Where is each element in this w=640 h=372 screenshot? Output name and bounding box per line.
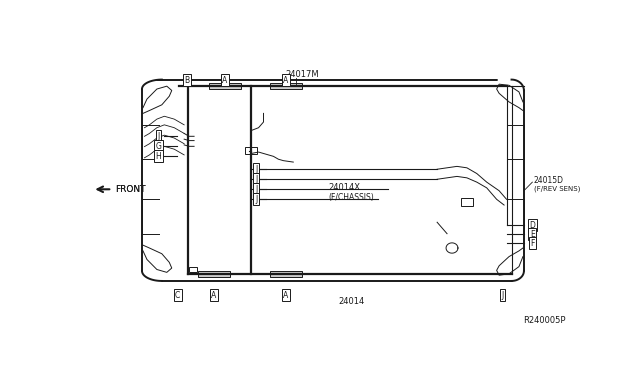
Text: (F/CHASSIS): (F/CHASSIS) [328,193,374,202]
Text: A: A [284,76,289,85]
Text: J: J [255,175,257,184]
Bar [461,198,473,206]
Text: H: H [156,152,161,161]
Text: G: G [156,142,161,151]
Bar [269,271,302,277]
Text: J: J [255,165,257,174]
Bar [209,83,241,89]
Text: C: C [175,291,180,300]
Text: 24014: 24014 [338,296,364,305]
Text: D: D [529,221,535,230]
Text: J: J [502,291,504,300]
Text: A: A [211,291,216,300]
Bar [189,267,197,272]
Text: A: A [222,76,227,85]
Text: FRONT: FRONT [115,185,145,194]
Text: (F/REV SENS): (F/REV SENS) [534,185,580,192]
Text: J: J [255,185,257,194]
Bar [245,147,257,154]
Text: R240005P: R240005P [524,316,566,326]
Text: J: J [255,195,257,204]
Text: 24015D: 24015D [534,176,564,185]
Text: FRONT: FRONT [115,185,145,194]
Text: A: A [284,291,289,300]
Text: 24017M: 24017M [286,70,319,79]
Text: J: J [157,132,159,141]
Text: 24014X: 24014X [328,183,360,192]
Bar [198,271,230,277]
Text: E: E [530,230,535,239]
Bar [269,83,302,89]
Text: B: B [184,76,189,85]
Text: F: F [530,239,534,248]
